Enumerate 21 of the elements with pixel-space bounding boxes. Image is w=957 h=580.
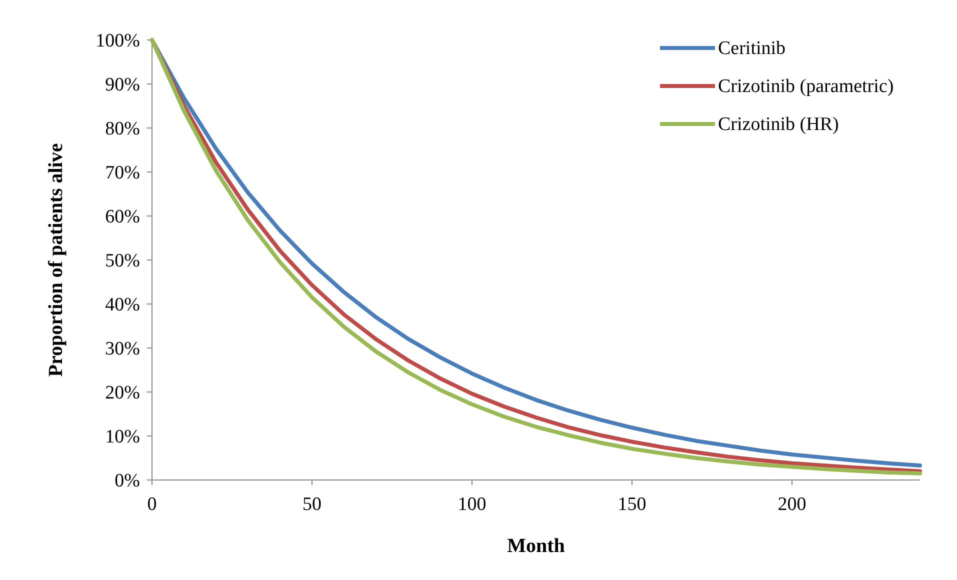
x-axis-title: Month bbox=[507, 535, 565, 557]
y-tick-label: 30% bbox=[105, 338, 140, 360]
y-tick-label: 20% bbox=[105, 382, 140, 404]
y-tick-label: 50% bbox=[105, 250, 140, 272]
y-tick-label: 10% bbox=[105, 426, 140, 448]
x-tick-label: 100 bbox=[458, 494, 486, 515]
x-tick-label: 150 bbox=[618, 494, 646, 515]
y-tick-label: 40% bbox=[105, 294, 140, 316]
legend-label: Crizotinib (parametric) bbox=[718, 76, 894, 97]
y-tick-label: 0% bbox=[114, 470, 140, 492]
y-tick-label: 100% bbox=[96, 30, 140, 52]
legend-label: Ceritinib bbox=[718, 38, 786, 59]
x-tick-label: 50 bbox=[302, 494, 322, 515]
x-tick-label: 0 bbox=[147, 494, 157, 515]
y-axis-title: Proportion of patients alive bbox=[45, 143, 67, 377]
y-tick-label: 70% bbox=[105, 162, 140, 184]
y-tick-label: 60% bbox=[105, 206, 140, 228]
y-tick-label: 90% bbox=[105, 74, 140, 96]
x-tick-label: 200 bbox=[778, 494, 806, 515]
legend-label: Crizotinib (HR) bbox=[718, 114, 839, 135]
y-tick-label: 80% bbox=[105, 118, 140, 140]
